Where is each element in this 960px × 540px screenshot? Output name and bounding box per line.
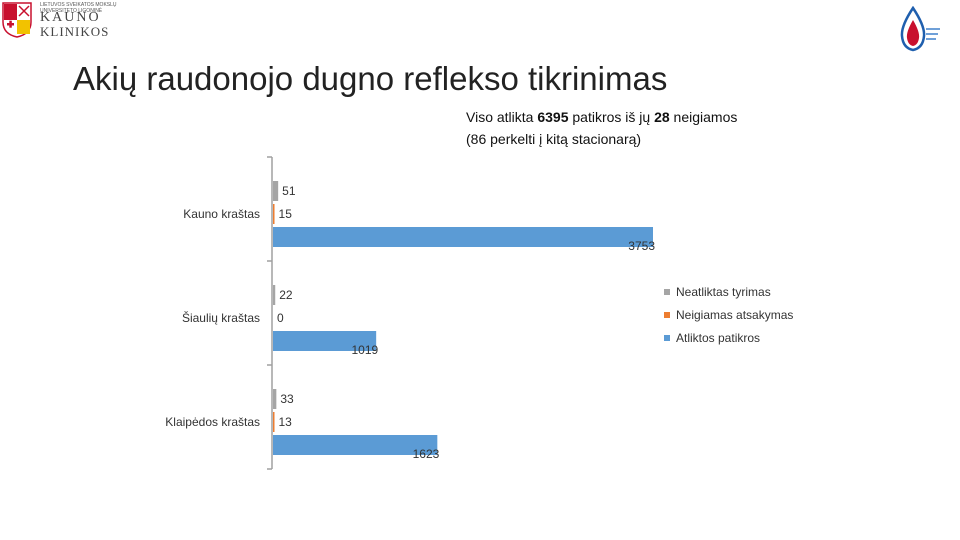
data-label: 3753 [628,239,655,253]
legend-item-neatliktas: Neatliktas tyrimas [664,280,793,303]
logo-small-text: LIETUVOS SVEIKATOS MOKSLŲ UNIVERSITETO L… [40,2,117,14]
bar-0-0 [273,181,279,201]
data-label: 15 [279,207,293,221]
blood-drop-logo [893,5,943,54]
chart-legend: Neatliktas tyrimas Neigiamas atsakymas A… [664,280,793,349]
category-label: Klaipėdos kraštas [165,415,260,429]
total-count: 6395 [537,109,569,125]
data-label: 13 [279,415,293,429]
legend-swatch [664,288,670,295]
bar-1-2 [273,412,275,432]
subtitle-line-2: (86 perkelti į kitą stacionarą) [466,131,642,147]
data-label: 1019 [351,343,378,357]
bar-0-1 [273,285,276,305]
bar-2-1 [273,331,377,351]
kauno-klinikos-logo: LIETUVOS SVEIKATOS MOKSLŲ UNIVERSITETO L… [0,0,120,44]
data-label: 0 [277,311,284,325]
shield-icon [2,2,32,38]
data-label: 33 [280,392,294,406]
category-label: Kauno kraštas [183,207,260,221]
page-title: Akių raudonojo dugno reflekso tikrinimas [73,60,668,97]
logo-klinikos: KLINIKOS [40,24,110,39]
subtitle-line-1: Viso atlikta 6395 patikros iš jų 28 neig… [466,109,738,125]
data-label: 22 [279,288,293,302]
blood-drop-icon [900,5,940,52]
chart-subtitle: Viso atlikta 6395 patikros iš jų 28 neig… [466,106,737,150]
data-label: 1623 [413,447,440,461]
logo-kauno: KAUNO [40,10,101,25]
legend-item-atliktos: Atliktos patikros [664,326,793,349]
legend-swatch [664,334,670,341]
bar-2-2 [273,435,438,455]
legend-item-neigiamas: Neigiamas atsakymas [664,303,793,326]
bar-0-2 [273,389,277,409]
bar-2-0 [273,227,653,247]
legend-swatch [664,311,670,318]
bar-1-0 [273,204,275,224]
category-label: Šiaulių kraštas [182,310,260,325]
negative-count: 28 [654,109,670,125]
data-label: 51 [282,184,296,198]
